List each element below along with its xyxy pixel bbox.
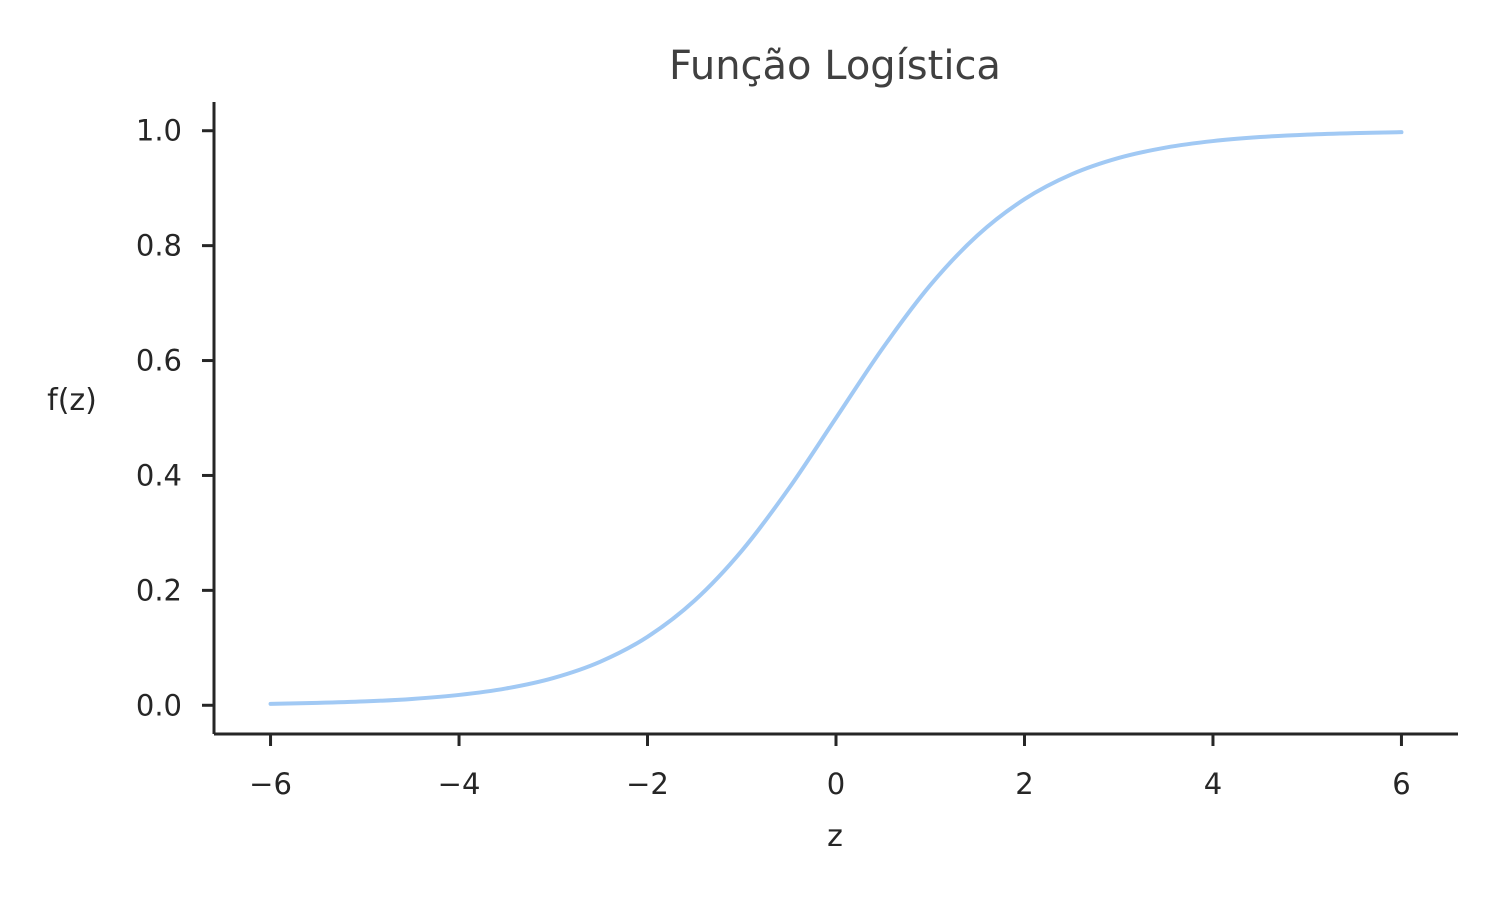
plot-area [268,130,1404,706]
y-tick-label: 0.4 [136,458,182,492]
x-tick-label: −6 [249,767,292,801]
x-tick-label: 6 [1392,767,1410,801]
y-tick-label: 0.6 [136,344,182,378]
x-tick-label: −2 [626,767,669,801]
x-axis-label: z [827,819,843,854]
y-axis-ticks: 0.0 0.2 0.4 0.6 0.8 1.0 [136,114,214,722]
y-tick-label: 0.2 [136,573,182,607]
x-axis-ticks: −6 −4 −2 0 2 4 6 [249,734,1411,801]
y-tick-label: 0.0 [136,688,182,722]
x-tick-label: 4 [1204,767,1222,801]
y-tick-label: 1.0 [136,114,182,148]
chart-title: Função Logística [669,43,1001,89]
y-tick-label: 0.8 [136,229,182,263]
x-tick-label: −4 [438,767,481,801]
x-tick-label: 2 [1015,767,1033,801]
y-axis-label: f(z) [47,383,97,418]
series-line [268,130,1404,706]
x-tick-label: 0 [827,767,845,801]
